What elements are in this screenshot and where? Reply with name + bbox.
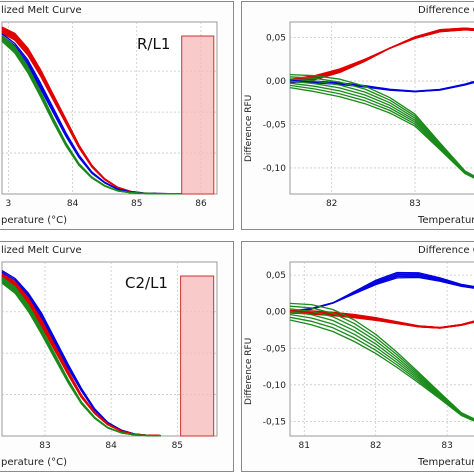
panel-tag: C2/L1 [125, 274, 168, 292]
chart-title: lized Melt Curve [1, 5, 82, 16]
x-tick-label: 86 [195, 199, 207, 209]
series-2 [1, 35, 182, 195]
highlight-region [180, 275, 215, 437]
highlight-region [181, 35, 215, 195]
y-axis-label: Difference RFU [244, 94, 254, 162]
melt-curve-panel-bottom: 83 84 85 lized Melt Curve C2/L1 perature (… [0, 241, 234, 472]
x-tick-label: 82 [326, 199, 337, 209]
x-tick-label: 85 [131, 199, 142, 209]
x-tick-label: 84 [105, 441, 117, 451]
y-axis-label: Difference RFU [244, 337, 254, 405]
difference-curve-panel-bottom: 81 82 83 0,05 0,00 -0,05 -0,10 -0,15 Difference… [241, 241, 474, 472]
panel-tag: R/L1 [137, 35, 171, 53]
series-2 [289, 302, 474, 422]
chart-title: lized Melt Curve [1, 245, 82, 256]
series-2 [289, 73, 474, 179]
plot-area: 82 83 0,05 0,00 -0,05 -0,10 [263, 21, 474, 209]
y-tick-label: 0,00 [266, 77, 286, 87]
x-tick-label: 83 [409, 199, 420, 209]
series-0 [289, 271, 474, 313]
series-trace [289, 73, 474, 177]
plot-area: 81 82 83 0,05 0,00 -0,05 -0,10 -0,15 [263, 261, 474, 451]
y-tick-label: 0,05 [266, 271, 286, 281]
y-tick-label: 0,05 [266, 34, 286, 44]
series-trace [289, 27, 474, 80]
series-trace [1, 35, 182, 195]
plot-area: 83 84 85 [1, 261, 218, 451]
series-trace [289, 271, 474, 312]
x-tick-label: 84 [67, 199, 79, 209]
y-tick-label: 0,00 [266, 308, 286, 318]
plot-frame [1, 21, 218, 195]
series-0 [289, 27, 474, 84]
x-tick-label: 83 [441, 441, 452, 451]
difference-curve-panel-top: 82 83 0,05 0,00 -0,05 -0,10 Difference C Diff… [241, 1, 474, 230]
x-axis-label: perature (°C) [1, 215, 68, 226]
y-tick-label: -0,10 [263, 164, 287, 174]
x-tick-label: 81 [299, 441, 310, 451]
x-axis-label: Temperature [418, 457, 474, 468]
x-tick-label: 85 [172, 441, 183, 451]
x-tick-label: 82 [370, 441, 381, 451]
series-trace [289, 79, 474, 92]
x-axis-label: Temperature [418, 215, 474, 226]
x-tick-label: 83 [39, 441, 50, 451]
y-tick-label: -0,15 [263, 417, 286, 427]
chart-title: Difference C [418, 245, 474, 256]
y-tick-label: -0,10 [263, 381, 287, 391]
melt-curve-panel-top: 3 84 85 86 lized Melt Curve R/L1 perature (… [0, 1, 234, 230]
series-trace [1, 276, 161, 437]
series-2 [1, 276, 161, 437]
x-axis-label: perature (°C) [1, 457, 68, 468]
y-tick-label: -0,05 [263, 344, 286, 354]
x-tick-label: 3 [6, 199, 12, 209]
plot-area: 3 84 85 86 [1, 21, 218, 209]
chart-title: Difference C [418, 5, 474, 16]
series-trace [289, 302, 474, 420]
y-tick-label: -0,05 [263, 121, 286, 131]
series-trace [289, 309, 474, 329]
